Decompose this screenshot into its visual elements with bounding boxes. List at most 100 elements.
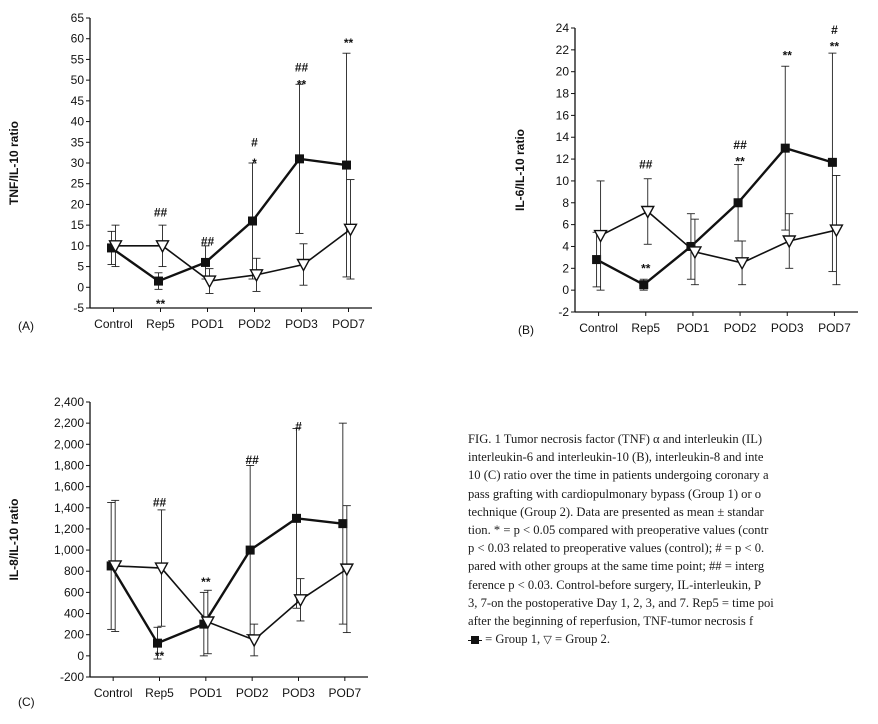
- y-tick-label: 0: [77, 649, 84, 663]
- y-tick-label: 400: [64, 607, 84, 621]
- caption-line: tion. * = p < 0.05 compared with preoper…: [468, 522, 769, 537]
- panel-label: (B): [518, 323, 534, 337]
- y-axis-label: IL-8/IL-10 ratio: [7, 498, 21, 580]
- significance-marker: #: [831, 23, 838, 37]
- chart-c: -200 0 200 400 600 800 1,000 1,200 1,400 1,600 1,8…: [7, 395, 368, 709]
- y-tick-label: 6: [562, 218, 569, 232]
- panel-label: (A): [18, 319, 34, 333]
- square-marker: [248, 216, 257, 226]
- significance-marker: #: [295, 419, 302, 433]
- square-marker: [199, 619, 209, 629]
- x-tick-label: POD1: [189, 686, 222, 700]
- x-tick-label: POD7: [328, 686, 361, 700]
- caption-line: FIG. 1 Tumor necrosis factor (TNF) α and…: [468, 432, 763, 446]
- y-tick-label: 50: [71, 73, 85, 87]
- caption-line: ference p < 0.03. Control-before surgery…: [468, 577, 762, 592]
- triangle-marker: [296, 258, 311, 272]
- series-line: [596, 146, 833, 287]
- caption-line: p < 0.03 related to preoperative values …: [468, 541, 765, 556]
- y-tick-label: 22: [556, 43, 570, 57]
- x-tick-label: POD3: [771, 321, 804, 335]
- square-marker: [338, 519, 348, 529]
- series-line: [110, 157, 347, 283]
- group2-legend-icon: ▽: [543, 634, 552, 647]
- y-axis-label: TNF/IL-10 ratio: [7, 121, 21, 205]
- significance-marker: **: [830, 40, 840, 54]
- square-marker: [201, 257, 210, 267]
- y-tick-label: 18: [556, 87, 570, 101]
- y-tick-label: 5: [77, 260, 84, 274]
- square-marker: [342, 160, 351, 170]
- x-tick-label: POD7: [818, 321, 851, 335]
- y-tick-label: 2,200: [54, 416, 84, 430]
- y-tick-label: 1,800: [54, 458, 84, 472]
- square-marker: [733, 198, 743, 208]
- y-tick-label: 40: [71, 115, 85, 129]
- y-tick-label: 20: [556, 65, 570, 79]
- y-tick-label: 24: [556, 21, 570, 35]
- group1-legend-icon: [468, 635, 482, 644]
- y-tick-label: 4: [562, 239, 569, 253]
- panel-label: (C): [18, 695, 35, 709]
- triangle-marker: [200, 616, 216, 630]
- x-tick-label: Rep5: [145, 686, 174, 700]
- caption-legend: = Group 1, ▽ = Group 2.: [468, 630, 878, 648]
- significance-marker: ##: [153, 495, 167, 509]
- square-marker: [107, 243, 116, 253]
- significance-marker: **: [344, 36, 354, 50]
- triangle-marker: [343, 223, 358, 237]
- square-marker: [639, 280, 649, 290]
- caption-line: 10 (C) ratio over the time in patients u…: [468, 468, 769, 483]
- x-tick-label: Control: [94, 317, 133, 331]
- triangle-marker: [293, 594, 308, 608]
- significance-marker: **: [735, 154, 745, 168]
- significance-marker: ##: [639, 158, 653, 172]
- y-tick-label: 14: [556, 130, 570, 144]
- y-tick-label: 2,400: [54, 395, 84, 409]
- square-marker: [154, 276, 163, 286]
- triangle-marker: [734, 257, 750, 271]
- significance-marker: ##: [733, 138, 747, 152]
- square-marker: [827, 157, 837, 167]
- triangle-marker: [202, 275, 217, 289]
- significance-marker: **: [641, 261, 651, 275]
- y-tick-label: 20: [71, 197, 85, 211]
- triangle-marker: [246, 634, 262, 648]
- triangle-marker: [154, 562, 169, 576]
- significance-marker: #: [251, 135, 258, 149]
- square-marker: [780, 143, 790, 153]
- x-tick-label: Control: [579, 321, 618, 335]
- x-tick-label: Control: [94, 686, 133, 700]
- figure-caption: FIG. 1 Tumor necrosis factor (TNF) α and…: [468, 430, 878, 648]
- significance-marker: **: [155, 649, 165, 663]
- significance-marker: ##: [295, 61, 309, 75]
- y-tick-label: 35: [71, 135, 85, 149]
- significance-marker: **: [156, 297, 166, 311]
- y-tick-label: 10: [71, 239, 85, 253]
- y-tick-label: -5: [73, 301, 84, 315]
- triangle-marker: [155, 240, 170, 254]
- y-tick-label: 800: [64, 564, 84, 578]
- square-marker: [153, 638, 162, 648]
- y-tick-label: 60: [71, 32, 85, 46]
- x-tick-label: POD2: [236, 686, 269, 700]
- y-tick-label: 15: [71, 218, 85, 232]
- triangle-marker: [829, 224, 844, 238]
- y-tick-label: -2: [558, 305, 569, 319]
- y-tick-label: 16: [556, 108, 570, 122]
- x-tick-label: POD7: [332, 317, 365, 331]
- significance-marker: ##: [245, 453, 259, 467]
- y-tick-label: 65: [71, 11, 85, 25]
- x-tick-label: POD3: [285, 317, 318, 331]
- caption-line: pass grafting with cardiopulmonary bypas…: [468, 486, 762, 501]
- square-marker: [292, 513, 301, 523]
- y-tick-label: 0: [562, 283, 569, 297]
- significance-marker: **: [297, 77, 307, 91]
- x-tick-label: POD1: [677, 321, 710, 335]
- y-tick-label: 1,400: [54, 501, 84, 515]
- y-tick-label: 600: [64, 585, 84, 599]
- y-tick-label: 12: [556, 152, 570, 166]
- y-tick-label: 1,200: [54, 522, 84, 536]
- series-line: [110, 517, 343, 645]
